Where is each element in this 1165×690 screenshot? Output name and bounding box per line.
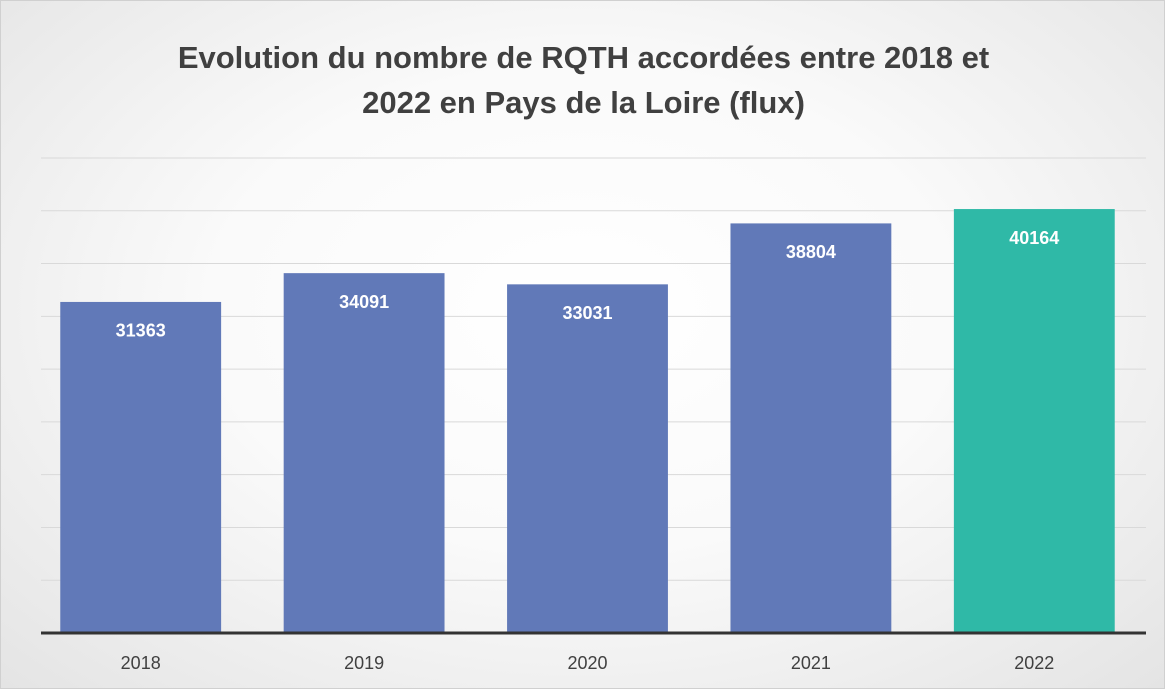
- bar: [953, 209, 1115, 633]
- bar: [283, 273, 445, 633]
- x-tick-label: 2020: [567, 653, 607, 673]
- bar: [507, 284, 668, 633]
- value-label: 38804: [786, 242, 836, 262]
- value-label: 31363: [116, 321, 166, 341]
- value-label: 33031: [562, 303, 612, 323]
- value-label: 40164: [1009, 228, 1059, 248]
- bar: [60, 301, 222, 633]
- x-tick-label: 2022: [1014, 653, 1054, 673]
- value-label: 34091: [339, 292, 389, 312]
- x-tick-label: 2019: [344, 653, 384, 673]
- chart-title: Evolution du nombre de RQTH accordées en…: [177, 40, 990, 120]
- x-tick-label: 2021: [791, 653, 831, 673]
- x-tick-label: 2018: [121, 653, 161, 673]
- bar: [730, 223, 892, 633]
